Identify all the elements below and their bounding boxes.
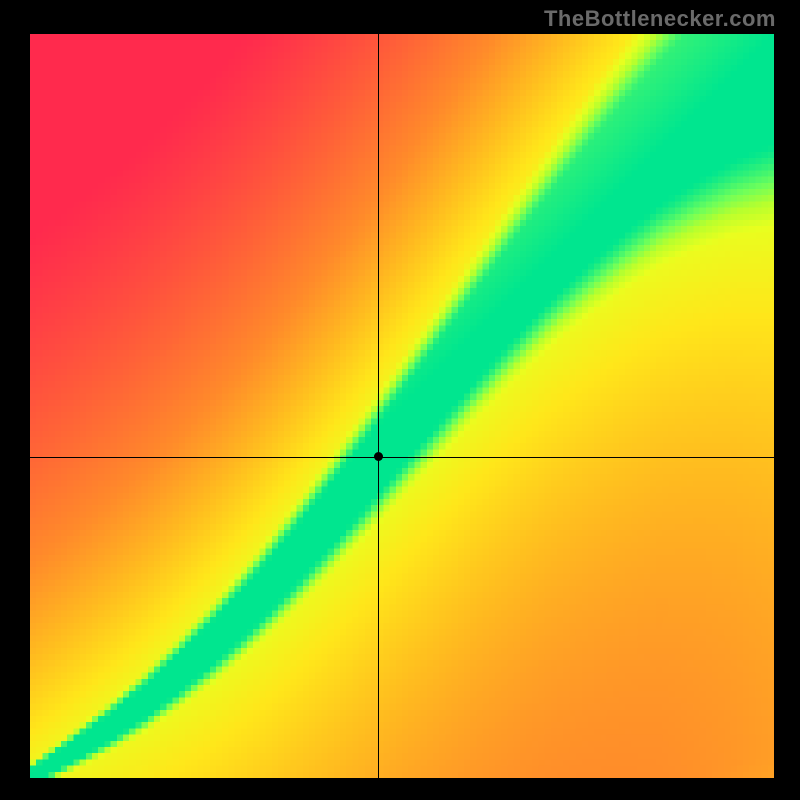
crosshair-vertical (378, 34, 379, 778)
heatmap-canvas (30, 34, 774, 778)
chart-container: { "watermark": { "text": "TheBottlenecke… (0, 0, 800, 800)
crosshair-marker-dot (374, 452, 383, 461)
crosshair-horizontal (30, 457, 774, 458)
heatmap-plot (30, 34, 774, 778)
watermark-text: TheBottlenecker.com (544, 6, 776, 32)
